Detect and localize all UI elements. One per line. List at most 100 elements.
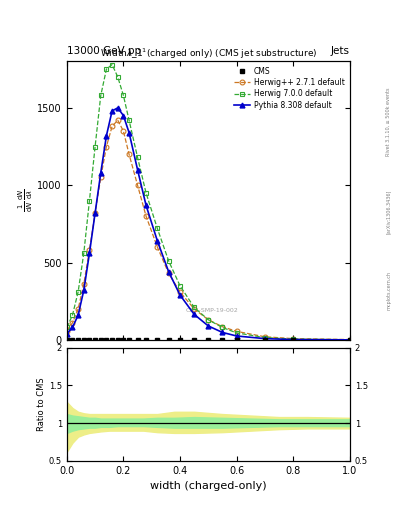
CMS	[135, 337, 140, 343]
Pythia 8.308 default	[347, 337, 352, 343]
Pythia 8.308 default	[135, 166, 140, 173]
Text: mcplots.cern.ch: mcplots.cern.ch	[386, 271, 391, 310]
CMS	[87, 337, 92, 343]
CMS	[178, 337, 182, 343]
Herwig 7.0.0 default	[70, 312, 75, 318]
Herwig 7.0.0 default	[64, 325, 69, 331]
Pythia 8.308 default	[110, 108, 114, 114]
Pythia 8.308 default	[220, 329, 225, 335]
Herwig++ 2.7.1 default	[178, 289, 182, 295]
Herwig++ 2.7.1 default	[144, 213, 149, 219]
Herwig++ 2.7.1 default	[206, 317, 211, 323]
Pythia 8.308 default	[104, 133, 109, 139]
Text: Jets: Jets	[331, 46, 350, 56]
Herwig 7.0.0 default	[166, 258, 171, 264]
Herwig 7.0.0 default	[116, 74, 120, 80]
CMS	[76, 337, 81, 343]
Pythia 8.308 default	[121, 113, 126, 119]
Pythia 8.308 default	[76, 312, 81, 318]
Pythia 8.308 default	[263, 335, 267, 342]
Herwig++ 2.7.1 default	[87, 247, 92, 253]
Herwig 7.0.0 default	[144, 190, 149, 196]
CMS	[70, 337, 75, 343]
Pythia 8.308 default	[81, 287, 86, 293]
CMS	[127, 337, 131, 343]
CMS	[64, 337, 69, 343]
Herwig++ 2.7.1 default	[234, 328, 239, 334]
Herwig++ 2.7.1 default	[70, 320, 75, 326]
Pythia 8.308 default	[206, 323, 211, 329]
Pythia 8.308 default	[166, 269, 171, 275]
Herwig 7.0.0 default	[155, 225, 160, 231]
Herwig 7.0.0 default	[81, 250, 86, 257]
Herwig 7.0.0 default	[76, 289, 81, 295]
Herwig 7.0.0 default	[192, 304, 196, 310]
Herwig++ 2.7.1 default	[98, 175, 103, 181]
CMS	[206, 337, 211, 343]
Herwig++ 2.7.1 default	[93, 210, 97, 216]
Herwig 7.0.0 default	[87, 198, 92, 204]
Pythia 8.308 default	[234, 333, 239, 339]
Herwig 7.0.0 default	[234, 330, 239, 336]
Herwig 7.0.0 default	[127, 117, 131, 123]
Herwig++ 2.7.1 default	[64, 328, 69, 334]
Y-axis label: $\frac{1}{\mathrm{d}N}\,\frac{\mathrm{d}N}{\mathrm{d}\lambda}$: $\frac{1}{\mathrm{d}N}\,\frac{\mathrm{d}…	[16, 189, 35, 212]
Pythia 8.308 default	[155, 238, 160, 244]
Herwig++ 2.7.1 default	[121, 128, 126, 134]
Herwig++ 2.7.1 default	[220, 324, 225, 330]
Pythia 8.308 default	[178, 292, 182, 298]
Herwig 7.0.0 default	[93, 143, 97, 150]
Pythia 8.308 default	[64, 331, 69, 337]
Herwig 7.0.0 default	[347, 336, 352, 343]
CMS	[110, 337, 114, 343]
CMS	[166, 337, 171, 343]
Herwig++ 2.7.1 default	[263, 334, 267, 340]
Herwig++ 2.7.1 default	[116, 117, 120, 123]
Herwig++ 2.7.1 default	[155, 244, 160, 250]
CMS	[220, 337, 225, 343]
CMS	[116, 337, 120, 343]
CMS	[144, 337, 149, 343]
Pythia 8.308 default	[93, 210, 97, 216]
Legend: CMS, Herwig++ 2.7.1 default, Herwig 7.0.0 default, Pythia 8.308 default: CMS, Herwig++ 2.7.1 default, Herwig 7.0.…	[232, 65, 346, 111]
Herwig++ 2.7.1 default	[192, 306, 196, 312]
Herwig 7.0.0 default	[121, 92, 126, 98]
Herwig++ 2.7.1 default	[104, 143, 109, 150]
CMS	[347, 337, 352, 343]
Herwig++ 2.7.1 default	[135, 182, 140, 188]
Herwig 7.0.0 default	[104, 66, 109, 72]
Herwig++ 2.7.1 default	[347, 336, 352, 343]
Title: Width$\lambda\_1^1$(charged only) (CMS jet substructure): Width$\lambda\_1^1$(charged only) (CMS j…	[100, 47, 317, 61]
Herwig++ 2.7.1 default	[127, 151, 131, 157]
Herwig++ 2.7.1 default	[110, 123, 114, 130]
Herwig 7.0.0 default	[98, 92, 103, 98]
Herwig 7.0.0 default	[206, 317, 211, 323]
CMS	[155, 337, 160, 343]
Line: Herwig 7.0.0 default: Herwig 7.0.0 default	[64, 62, 352, 342]
CMS	[291, 337, 296, 343]
Herwig 7.0.0 default	[220, 325, 225, 331]
Herwig++ 2.7.1 default	[166, 270, 171, 276]
Text: [arXiv:1306.3436]: [arXiv:1306.3436]	[386, 189, 391, 234]
Pythia 8.308 default	[192, 311, 196, 317]
Herwig 7.0.0 default	[291, 336, 296, 342]
Pythia 8.308 default	[127, 130, 131, 136]
Line: CMS: CMS	[65, 338, 352, 342]
CMS	[81, 337, 86, 343]
CMS	[234, 337, 239, 343]
CMS	[104, 337, 109, 343]
Line: Pythia 8.308 default: Pythia 8.308 default	[64, 105, 352, 343]
Herwig++ 2.7.1 default	[291, 335, 296, 342]
Pythia 8.308 default	[98, 170, 103, 176]
CMS	[121, 337, 126, 343]
Pythia 8.308 default	[291, 336, 296, 343]
Herwig 7.0.0 default	[135, 154, 140, 160]
Herwig 7.0.0 default	[263, 334, 267, 340]
X-axis label: width (charged-only): width (charged-only)	[150, 481, 266, 491]
Herwig++ 2.7.1 default	[81, 281, 86, 287]
CMS	[93, 337, 97, 343]
CMS	[263, 337, 267, 343]
Pythia 8.308 default	[70, 325, 75, 331]
Pythia 8.308 default	[116, 105, 120, 111]
Line: Herwig++ 2.7.1 default: Herwig++ 2.7.1 default	[64, 118, 352, 342]
